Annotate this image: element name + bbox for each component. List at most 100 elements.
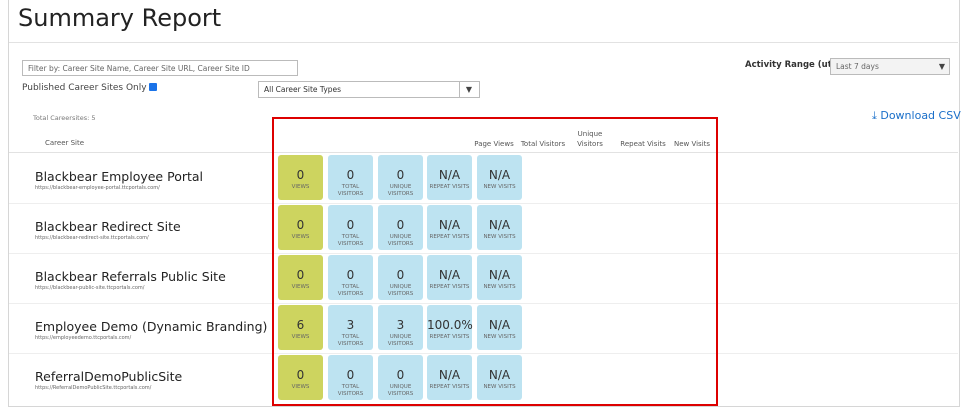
metric-tile: 0 VIEWS bbox=[278, 155, 323, 200]
tile-label: NEW VISITS bbox=[483, 184, 516, 190]
tile-value: 100.0% bbox=[427, 318, 473, 332]
tile-label: VIEWS bbox=[291, 334, 310, 340]
tile-label: TOTAL VISITORS bbox=[337, 384, 364, 397]
tile-label: NEW VISITS bbox=[483, 334, 516, 340]
tile-label: REPEAT VISITS bbox=[429, 384, 470, 390]
metric-tile: 0 VIEWS bbox=[278, 355, 323, 400]
tile-label: TOTAL VISITORS bbox=[337, 184, 364, 197]
site-name: Blackbear Redirect Site bbox=[35, 219, 181, 234]
metric-tile: N/A REPEAT VISITS bbox=[427, 155, 472, 200]
select-value: All Career Site Types bbox=[264, 85, 342, 94]
site-url: https://blackbear-public-site.ttcportals… bbox=[35, 285, 145, 291]
select-value: Last 7 days bbox=[836, 62, 879, 71]
panel bbox=[8, 0, 960, 407]
tile-label: TOTAL VISITORS bbox=[337, 284, 364, 297]
tile-label: VIEWS bbox=[291, 184, 310, 190]
tile-label: TOTAL VISITORS bbox=[337, 334, 364, 347]
metric-tile: N/A NEW VISITS bbox=[477, 155, 522, 200]
tile-value: N/A bbox=[488, 368, 511, 382]
tile-label: REPEAT VISITS bbox=[429, 234, 470, 240]
site-name: Blackbear Referrals Public Site bbox=[35, 269, 226, 284]
column-header: New Visits bbox=[673, 140, 711, 148]
published-label: Published Career Sites Only bbox=[22, 83, 147, 93]
published-filter: Published Career Sites Only bbox=[22, 83, 158, 93]
tile-value: N/A bbox=[438, 268, 461, 282]
metric-tile: 0 TOTAL VISITORS bbox=[328, 205, 373, 250]
tile-value: 0 bbox=[396, 168, 405, 182]
tile-label: UNIQUE VISITORS bbox=[387, 184, 414, 197]
tile-value: 0 bbox=[296, 368, 305, 382]
header-divider bbox=[9, 152, 958, 153]
tile-value: N/A bbox=[438, 368, 461, 382]
tile-label: REPEAT VISITS bbox=[429, 284, 470, 290]
tile-label: REPEAT VISITS bbox=[429, 334, 470, 340]
tile-value: 0 bbox=[346, 268, 355, 282]
metric-tile: 0 UNIQUE VISITORS bbox=[378, 255, 423, 300]
tile-label: NEW VISITS bbox=[483, 284, 516, 290]
tile-value: N/A bbox=[488, 168, 511, 182]
tile-value: 3 bbox=[346, 318, 355, 332]
tile-label: UNIQUE VISITORS bbox=[387, 334, 414, 347]
tile-label: TOTAL VISITORS bbox=[337, 234, 364, 247]
tile-value: 0 bbox=[296, 168, 305, 182]
metric-tile: 0 VIEWS bbox=[278, 205, 323, 250]
metric-tile: 0 UNIQUE VISITORS bbox=[378, 155, 423, 200]
download-csv[interactable]: ⤓ Download CSV bbox=[872, 109, 961, 122]
metric-tile: 0 TOTAL VISITORS bbox=[328, 155, 373, 200]
highlight-box bbox=[272, 117, 718, 406]
tile-value: 0 bbox=[396, 218, 405, 232]
tile-value: 0 bbox=[296, 268, 305, 282]
tile-value: N/A bbox=[488, 218, 511, 232]
metric-tile: 0 UNIQUE VISITORS bbox=[378, 355, 423, 400]
column-header: Total Visitors bbox=[520, 140, 566, 148]
site-url: https://employeedemo.ttcportals.com/ bbox=[35, 335, 132, 341]
page-title: Summary Report bbox=[18, 4, 222, 32]
metric-tile: N/A NEW VISITS bbox=[477, 255, 522, 300]
site-name: Employee Demo (Dynamic Branding) bbox=[35, 319, 268, 334]
tile-value: 0 bbox=[396, 268, 405, 282]
column-header: Page Views bbox=[474, 140, 514, 148]
column-header: Repeat Visits bbox=[620, 140, 666, 148]
tile-value: N/A bbox=[438, 168, 461, 182]
search-input[interactable]: Filter by: Career Site Name, Career Site… bbox=[22, 60, 298, 76]
metric-tile: N/A NEW VISITS bbox=[477, 355, 522, 400]
activity-range-select[interactable]: Last 7 days ▼ bbox=[830, 58, 950, 75]
tile-value: 0 bbox=[396, 368, 405, 382]
tile-label: NEW VISITS bbox=[483, 234, 516, 240]
tile-label: REPEAT VISITS bbox=[429, 184, 470, 190]
site-url: https://blackbear-employee-portal.ttcpor… bbox=[35, 185, 160, 191]
tile-label: UNIQUE VISITORS bbox=[387, 284, 414, 297]
tile-label: NEW VISITS bbox=[483, 384, 516, 390]
site-url: https://ReferralDemoPublicSite.ttcportal… bbox=[35, 385, 152, 391]
tile-value: N/A bbox=[438, 218, 461, 232]
row-divider bbox=[9, 303, 958, 304]
site-name: ReferralDemoPublicSite bbox=[35, 369, 183, 384]
tile-value: 0 bbox=[296, 218, 305, 232]
metric-tile: 100.0% REPEAT VISITS bbox=[427, 305, 473, 350]
metric-tile: 6 VIEWS bbox=[278, 305, 323, 350]
site-url: https://blackbear-redirect-site.ttcporta… bbox=[35, 235, 149, 241]
metric-tile: 0 TOTAL VISITORS bbox=[328, 355, 373, 400]
metric-tile: N/A NEW VISITS bbox=[477, 205, 522, 250]
column-header: Unique Visitors bbox=[577, 130, 603, 148]
tile-label: VIEWS bbox=[291, 384, 310, 390]
metric-tile: 0 TOTAL VISITORS bbox=[328, 255, 373, 300]
dropdown-arrow: ▼ bbox=[938, 62, 945, 71]
tile-value: 6 bbox=[296, 318, 305, 332]
metric-tile: N/A NEW VISITS bbox=[477, 305, 522, 350]
tile-value: 3 bbox=[396, 318, 405, 332]
tile-label: VIEWS bbox=[291, 284, 310, 290]
divider bbox=[9, 42, 958, 43]
checkbox[interactable] bbox=[149, 83, 158, 91]
site-type-select[interactable]: All Career Site Types ▼ bbox=[258, 81, 480, 98]
tile-value: 0 bbox=[346, 168, 355, 182]
metric-tile: N/A REPEAT VISITS bbox=[427, 255, 472, 300]
metric-tile: 0 UNIQUE VISITORS bbox=[378, 205, 423, 250]
metric-tile: N/A REPEAT VISITS bbox=[427, 205, 472, 250]
row-divider bbox=[9, 353, 958, 354]
tile-label: UNIQUE VISITORS bbox=[387, 234, 414, 247]
site-name: Blackbear Employee Portal bbox=[35, 169, 204, 184]
metric-tile: N/A REPEAT VISITS bbox=[427, 355, 472, 400]
column-header: Career Site bbox=[45, 139, 85, 147]
